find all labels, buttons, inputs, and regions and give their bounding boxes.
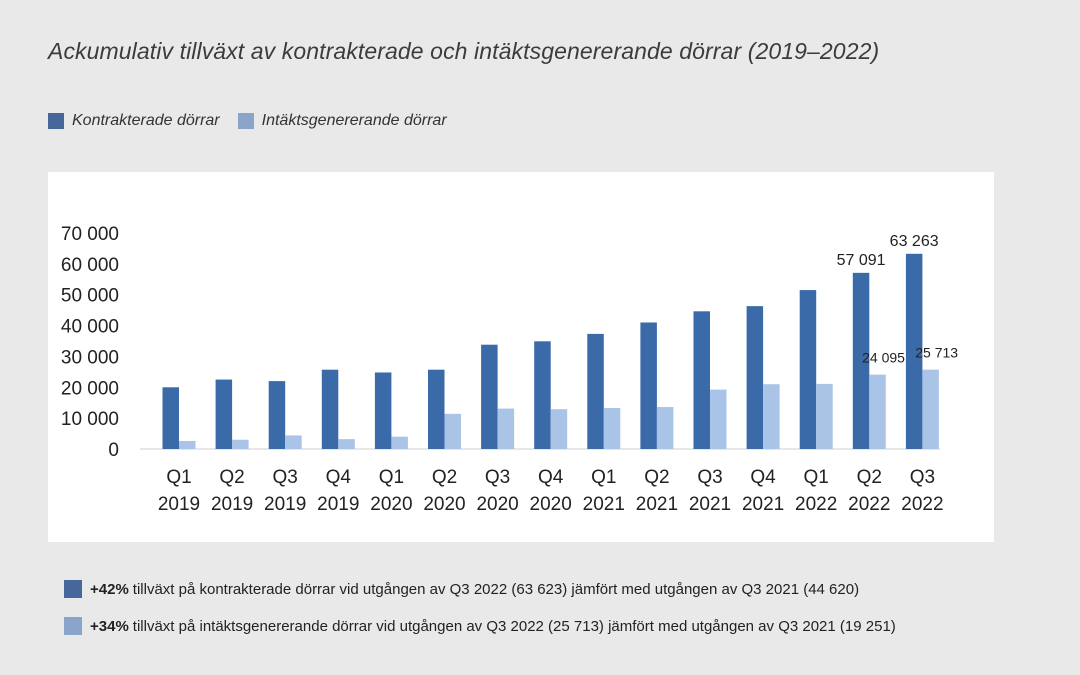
y-tick-label: 70 000: [61, 224, 119, 245]
x-tick-label-year: 2020: [530, 494, 572, 515]
bar-contracted-10: [640, 322, 657, 449]
x-tick-label-year: 2022: [795, 494, 837, 515]
y-tick-label: 60 000: [61, 255, 119, 276]
bar-contracted-15: [905, 253, 923, 449]
x-tick-label-year: 2019: [264, 494, 306, 515]
legend-label-contracted: Kontrakterade dörrar: [72, 112, 220, 129]
bar-revenue-11: [710, 389, 727, 449]
y-tick-label: 20 000: [61, 378, 119, 399]
x-tick-label-year: 2021: [636, 494, 678, 515]
bar-contracted-6: [428, 369, 445, 449]
chart-legend: Kontrakterade dörrar Intäktsgenererande …: [48, 112, 447, 130]
bar-contracted-11: [693, 311, 710, 449]
x-tick-label-quarter: Q1: [804, 467, 829, 488]
legend-swatch-revenue: [237, 113, 254, 129]
x-tick-label-quarter: Q4: [538, 467, 564, 488]
x-tick-label-quarter: Q4: [750, 467, 776, 488]
data-label: 63 263: [890, 233, 939, 250]
legend-swatch-contracted: [48, 113, 64, 129]
x-tick-label-quarter: Q2: [857, 467, 882, 488]
x-tick-label-quarter: Q3: [273, 467, 298, 488]
bar-contracted-5: [374, 372, 392, 449]
bar-revenue-8: [550, 409, 568, 449]
x-tick-label-year: 2019: [317, 494, 359, 515]
note-text-contracted: tillväxt på kontrakterade dörrar vid utg…: [132, 580, 860, 598]
x-tick-label-quarter: Q1: [166, 467, 191, 488]
y-tick-label: 40 000: [61, 317, 119, 338]
note-highlight-revenue: +34%: [90, 617, 129, 635]
bar-contracted-3: [268, 381, 286, 449]
y-tick-label: 10 000: [61, 409, 119, 430]
x-tick-label-year: 2019: [158, 494, 200, 515]
bar-revenue-14: [869, 374, 886, 449]
x-tick-label-quarter: Q2: [219, 467, 244, 488]
x-tick-label-year: 2020: [370, 494, 412, 515]
bar-contracted-1: [162, 387, 179, 449]
data-label: 24 095: [862, 350, 905, 366]
x-tick-label-year: 2021: [689, 494, 731, 515]
bar-revenue-13: [816, 383, 833, 449]
legend-item-revenue: Intäktsgenererande dörrar: [237, 112, 447, 130]
bar-revenue-7: [497, 408, 515, 449]
bar-contracted-7: [481, 344, 498, 449]
bar-revenue-5: [391, 436, 408, 449]
bar-contracted-13: [799, 290, 817, 449]
chart-panel: 0 10 000 20 000 30 000 40 000 50 000 60 000 70 …: [48, 172, 994, 542]
legend-item-contracted: Kontrakterade dörrar: [48, 112, 220, 130]
bar-contracted-14: [852, 272, 870, 449]
bar-contracted-2: [215, 379, 233, 449]
x-tick-label-quarter: Q1: [591, 467, 616, 488]
bar-contracted-9: [587, 333, 604, 449]
bar-revenue-10: [656, 407, 674, 449]
bar-revenue-12: [763, 384, 780, 449]
bar-revenue-9: [603, 407, 621, 449]
bar-contracted-12: [746, 306, 764, 449]
bar-contracted-4: [321, 369, 339, 449]
data-label: 25 713: [915, 345, 958, 361]
bar-chart: 0 10 000 20 000 30 000 40 000 50 000 60 000 70 …: [61, 224, 958, 515]
bar-revenue-2: [232, 439, 249, 449]
x-tick-label-year: 2019: [211, 494, 253, 515]
data-label: 57 091: [837, 252, 886, 269]
bar-revenue-3: [285, 435, 302, 449]
note-swatch-revenue: [64, 617, 82, 635]
bar-revenue-6: [444, 413, 461, 449]
chart-title: Ackumulativ tillväxt av kontrakterade oc…: [48, 38, 880, 64]
x-tick-label-quarter: Q4: [326, 467, 352, 488]
y-tick-label: 50 000: [61, 286, 119, 307]
bar-revenue-1: [179, 440, 196, 449]
x-tick-label-year: 2020: [476, 494, 518, 515]
note-text-revenue: tillväxt på intäktsgenererande dörrar vi…: [132, 617, 896, 635]
notes-list: +42% tillväxt på kontrakterade dörrar vi…: [64, 578, 896, 652]
x-tick-label-year: 2022: [848, 494, 890, 515]
x-tick-label-year: 2020: [423, 494, 465, 515]
bar-contracted-8: [534, 341, 551, 449]
note-swatch-contracted: [64, 580, 82, 598]
bar-revenue-4: [338, 439, 355, 449]
x-tick-label-year: 2021: [742, 494, 784, 515]
y-tick-label: 30 000: [61, 347, 119, 368]
x-tick-label-year: 2021: [583, 494, 625, 515]
y-tick-label: 0: [108, 440, 119, 461]
x-tick-label-quarter: Q3: [697, 467, 722, 488]
x-tick-label-quarter: Q3: [910, 467, 935, 488]
bar-revenue-15: [922, 369, 939, 449]
x-tick-label-quarter: Q2: [644, 467, 669, 488]
legend-label-revenue: Intäktsgenererande dörrar: [261, 112, 447, 129]
x-tick-label-quarter: Q2: [432, 467, 457, 488]
note-highlight-contracted: +42%: [90, 580, 129, 598]
note-revenue: +34% tillväxt på intäktsgenererande dörr…: [64, 615, 896, 637]
note-contracted: +42% tillväxt på kontrakterade dörrar vi…: [64, 578, 896, 600]
x-tick-label-quarter: Q3: [485, 467, 510, 488]
x-tick-label-year: 2022: [901, 494, 943, 515]
x-tick-label-quarter: Q1: [379, 467, 404, 488]
